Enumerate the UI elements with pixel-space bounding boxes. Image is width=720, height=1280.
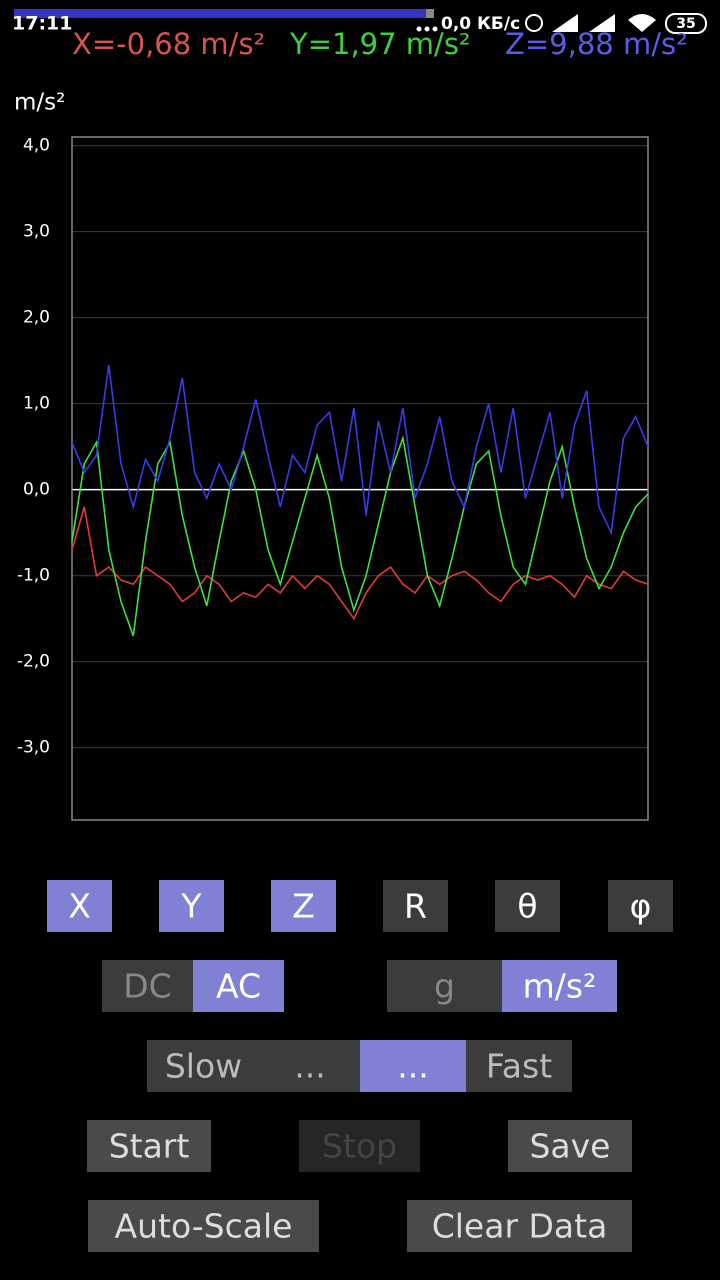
action-button-label[interactable]: Stop	[322, 1127, 397, 1166]
speed-option-label[interactable]: ...	[397, 1047, 428, 1086]
action-button-label[interactable]: Start	[109, 1127, 190, 1166]
status-dot	[416, 26, 422, 32]
speed-option[interactable]	[260, 1040, 360, 1092]
readout-value: Y=1,97 m/s²	[289, 27, 471, 61]
y-tick-label: 4,0	[23, 136, 50, 156]
speed-option[interactable]	[466, 1040, 572, 1092]
progress-end	[426, 9, 434, 18]
axis-toggle-label[interactable]: φ	[630, 887, 652, 926]
units-option-label[interactable]: m/s²	[523, 967, 597, 1006]
action-button-label[interactable]: Clear Data	[432, 1207, 608, 1246]
axis-toggle[interactable]	[608, 880, 673, 932]
progress-bar	[14, 9, 432, 18]
coupling-option[interactable]	[102, 960, 193, 1012]
y-tick-label: 0,0	[23, 480, 50, 500]
action-button-label[interactable]: Save	[529, 1127, 610, 1166]
action-button[interactable]	[87, 1120, 211, 1172]
plot-frame	[71, 136, 649, 821]
axis-toggle-label[interactable]: θ	[517, 887, 537, 926]
y-tick-label: 3,0	[23, 222, 50, 242]
wifi-icon	[628, 14, 656, 32]
y-tick-label: 1,0	[23, 394, 50, 414]
axis-toggle[interactable]	[159, 880, 224, 932]
speed-option[interactable]	[147, 1040, 260, 1092]
speed-option-label[interactable]: ...	[294, 1047, 325, 1086]
axis-toggle[interactable]	[383, 880, 448, 932]
axis-toggle-label[interactable]: X	[68, 887, 91, 926]
action-button[interactable]	[88, 1200, 319, 1252]
speed-option-label[interactable]: Slow	[165, 1047, 242, 1086]
y-axis-label: m/s²	[14, 90, 65, 116]
y-tick-label: -3,0	[17, 738, 50, 758]
y-tick-label: -1,0	[17, 566, 50, 586]
coupling-option[interactable]	[193, 960, 284, 1012]
status-dot	[424, 26, 430, 32]
y-tick-label: -2,0	[17, 652, 50, 672]
alarm-icon	[525, 14, 543, 32]
axis-toggle-label[interactable]: Z	[292, 887, 315, 926]
data-line	[71, 506, 649, 621]
action-button[interactable]	[299, 1120, 420, 1172]
readout-value: Z=9,88 m/s²	[505, 27, 688, 61]
axis-toggle[interactable]	[495, 880, 560, 932]
status-network: 0,0 КБ/с	[441, 14, 520, 34]
units-option[interactable]	[502, 960, 617, 1012]
battery-icon	[665, 13, 707, 34]
signal-icon	[589, 14, 615, 32]
action-button[interactable]	[407, 1200, 632, 1252]
coupling-option-label[interactable]: AC	[216, 967, 261, 1006]
signal-icon	[552, 14, 578, 32]
action-button[interactable]	[508, 1120, 632, 1172]
y-tick-label: 2,0	[23, 308, 50, 328]
readout-value: X=-0,68 m/s²	[72, 27, 265, 61]
data-line	[71, 364, 649, 536]
battery-level: 35	[676, 16, 695, 32]
units-option[interactable]	[387, 960, 502, 1012]
axis-toggle-label[interactable]: Y	[180, 887, 202, 926]
coupling-option-label[interactable]: DC	[123, 967, 171, 1006]
speed-option[interactable]	[360, 1040, 466, 1092]
status-dot	[432, 26, 438, 32]
axis-toggle[interactable]	[271, 880, 336, 932]
axis-toggle[interactable]	[47, 880, 112, 932]
axis-toggle-label[interactable]: R	[404, 887, 427, 926]
action-button-label[interactable]: Auto-Scale	[115, 1207, 293, 1246]
status-time: 17:11	[12, 13, 72, 35]
units-option-label[interactable]: g	[434, 967, 455, 1006]
speed-option-label[interactable]: Fast	[486, 1047, 552, 1086]
